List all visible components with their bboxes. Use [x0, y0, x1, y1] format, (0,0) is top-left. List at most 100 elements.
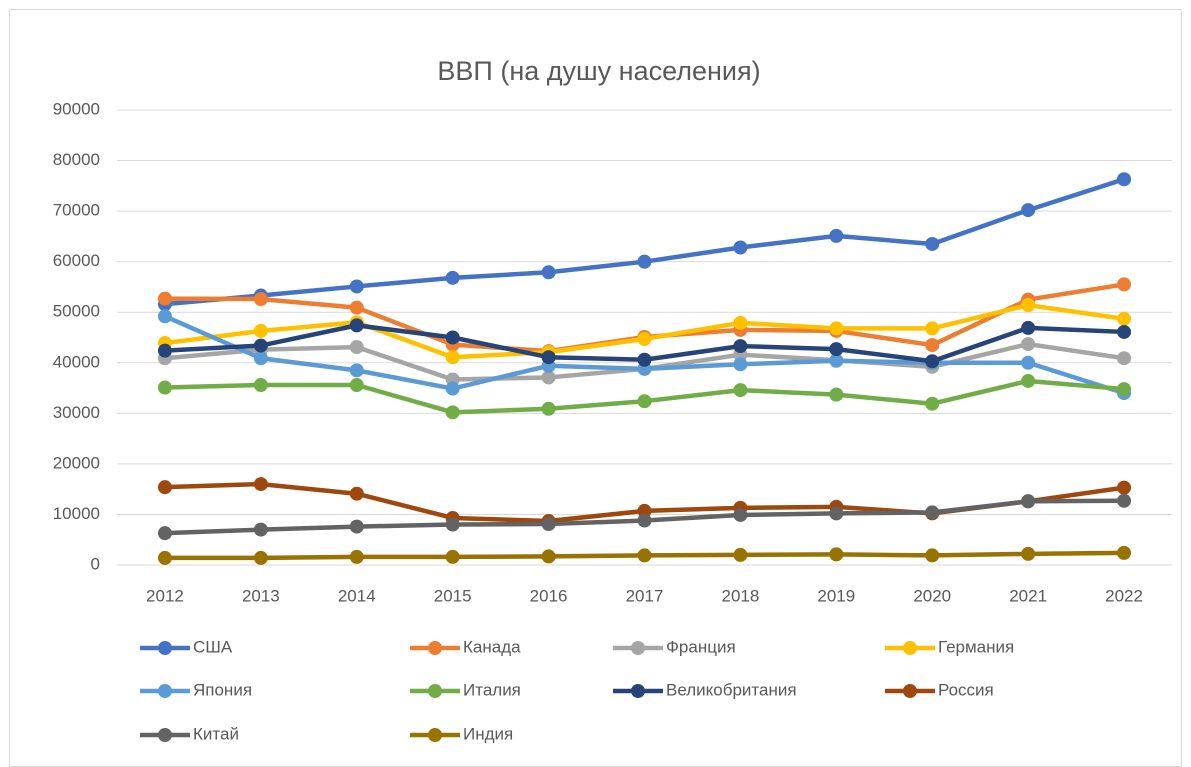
- data-point: [1021, 355, 1036, 370]
- data-point: [1021, 494, 1036, 509]
- data-point: [925, 396, 940, 411]
- data-point: [157, 380, 172, 395]
- x-tick-label: 2022: [1105, 586, 1143, 605]
- data-point: [733, 240, 748, 255]
- data-point: [253, 338, 268, 353]
- y-tick-label: 80000: [53, 150, 100, 169]
- data-point: [1117, 493, 1132, 508]
- data-point: [925, 236, 940, 251]
- data-point: [541, 350, 556, 365]
- y-tick-label: 30000: [53, 403, 100, 422]
- legend-marker: [428, 684, 442, 698]
- data-point: [349, 549, 364, 564]
- data-point: [253, 351, 268, 366]
- data-point: [157, 550, 172, 565]
- x-tick-label: 2017: [626, 586, 664, 605]
- data-point: [445, 381, 460, 396]
- x-tick-label: 2021: [1009, 586, 1047, 605]
- legend-marker: [158, 728, 172, 742]
- data-point: [445, 330, 460, 345]
- data-point: [253, 477, 268, 492]
- data-point: [637, 394, 652, 409]
- data-point: [1117, 172, 1132, 187]
- data-point: [925, 505, 940, 520]
- data-point: [157, 309, 172, 324]
- legend-marker: [158, 641, 172, 655]
- data-point: [253, 323, 268, 338]
- data-point: [637, 352, 652, 367]
- data-point: [1117, 277, 1132, 292]
- y-tick-label: 70000: [53, 201, 100, 220]
- data-point: [349, 363, 364, 378]
- legend-label: Италия: [463, 680, 521, 699]
- data-point: [541, 401, 556, 416]
- data-point: [733, 357, 748, 372]
- data-point: [829, 342, 844, 357]
- data-point: [925, 354, 940, 369]
- data-point: [925, 548, 940, 563]
- legend-label: Великобритания: [666, 680, 797, 699]
- legend-label: США: [193, 637, 233, 656]
- data-point: [445, 270, 460, 285]
- legend-label: Франция: [666, 637, 736, 656]
- x-tick-label: 2014: [338, 586, 376, 605]
- data-point: [445, 405, 460, 420]
- data-point: [541, 265, 556, 280]
- legend-label: Россия: [938, 680, 994, 699]
- data-point: [349, 519, 364, 534]
- legend-label: Индия: [463, 724, 513, 743]
- legend-marker: [903, 641, 917, 655]
- legend-label: Германия: [938, 637, 1014, 656]
- y-tick-label: 10000: [53, 504, 100, 523]
- data-point: [1117, 382, 1132, 397]
- legend-marker: [631, 684, 645, 698]
- data-point: [637, 548, 652, 563]
- data-point: [1117, 311, 1132, 326]
- data-point: [253, 522, 268, 537]
- data-point: [541, 370, 556, 385]
- data-point: [925, 338, 940, 353]
- data-point: [1117, 480, 1132, 495]
- data-point: [445, 549, 460, 564]
- x-tick-label: 2016: [530, 586, 568, 605]
- legend-marker: [428, 728, 442, 742]
- data-point: [157, 526, 172, 541]
- data-point: [157, 343, 172, 358]
- data-point: [1117, 324, 1132, 339]
- data-point: [733, 315, 748, 330]
- y-tick-label: 60000: [53, 251, 100, 270]
- legend-label: Китай: [193, 724, 239, 743]
- data-point: [1117, 545, 1132, 560]
- legend-label: Япония: [193, 680, 252, 699]
- data-point: [1021, 337, 1036, 352]
- data-point: [253, 550, 268, 565]
- data-point: [637, 513, 652, 528]
- data-point: [829, 321, 844, 336]
- data-point: [349, 486, 364, 501]
- x-tick-label: 2015: [434, 586, 472, 605]
- data-point: [1021, 298, 1036, 313]
- data-point: [1021, 320, 1036, 335]
- data-point: [733, 507, 748, 522]
- legend-marker: [158, 684, 172, 698]
- data-point: [925, 321, 940, 336]
- legend-label: Канада: [463, 637, 521, 656]
- data-point: [541, 549, 556, 564]
- data-point: [445, 350, 460, 365]
- legend-marker: [631, 641, 645, 655]
- data-point: [541, 517, 556, 532]
- data-point: [637, 332, 652, 347]
- data-point: [829, 387, 844, 402]
- data-point: [1021, 373, 1036, 388]
- data-point: [349, 318, 364, 333]
- data-point: [349, 378, 364, 393]
- chart-title: ВВП (на душу населения): [437, 56, 760, 86]
- legend-marker: [428, 641, 442, 655]
- y-tick-label: 20000: [53, 453, 100, 472]
- data-point: [829, 506, 844, 521]
- data-point: [829, 353, 844, 368]
- data-point: [1021, 546, 1036, 561]
- data-point: [157, 291, 172, 306]
- y-tick-label: 40000: [53, 352, 100, 371]
